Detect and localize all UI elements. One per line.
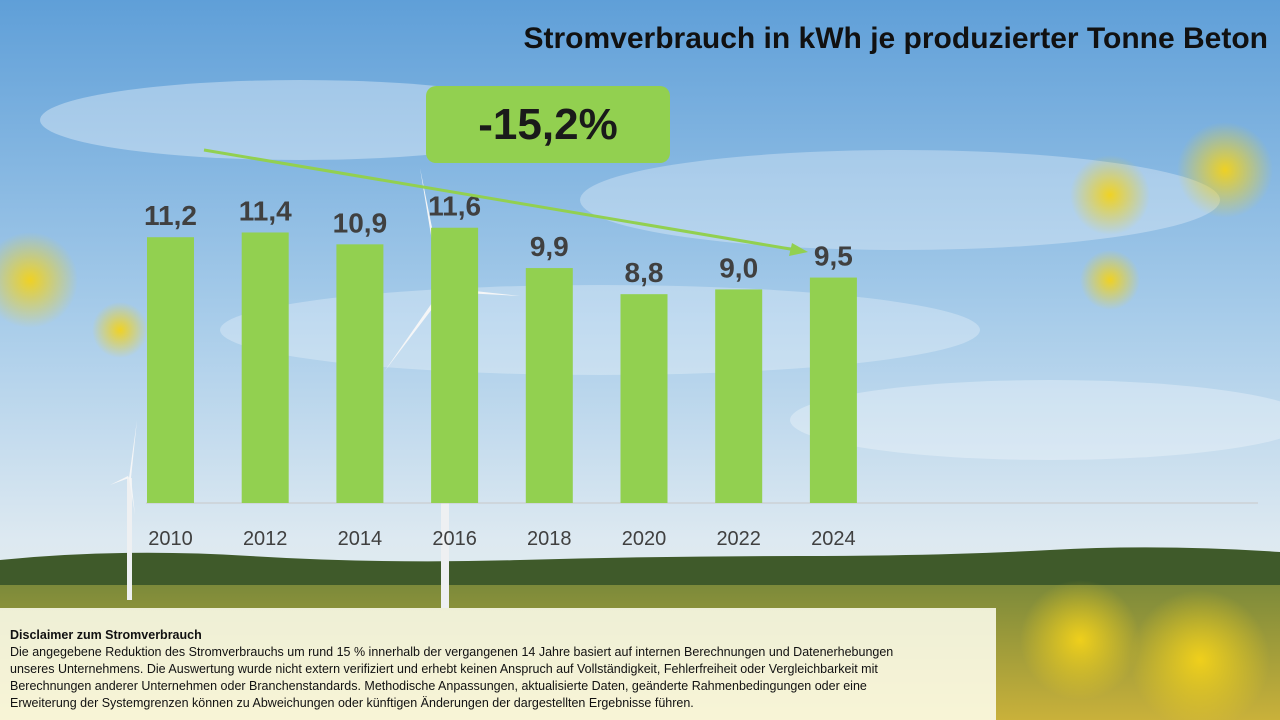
data-label-2022: 9,0 [719, 252, 758, 283]
x-tick-label-2022: 2022 [716, 528, 761, 550]
x-tick-label-2014: 2014 [338, 528, 383, 550]
disclaimer-line: unseres Unternehmens. Die Auswertung wur… [10, 662, 878, 676]
disclaimer-heading: Disclaimer zum Stromverbrauch [10, 628, 202, 642]
data-label-2020: 8,8 [625, 257, 664, 288]
data-label-2024: 9,5 [814, 241, 853, 272]
bar-2022 [715, 289, 763, 503]
bar-2024 [809, 277, 857, 503]
x-tick-label-2018: 2018 [527, 528, 572, 550]
trend-arrow [203, 148, 808, 256]
disclaimer-line: Berechnungen anderer Unternehmen oder Br… [10, 679, 867, 693]
data-label-2012: 11,4 [239, 195, 292, 226]
x-tick-label-2012: 2012 [243, 528, 288, 550]
bar-2020 [620, 294, 668, 503]
disclaimer-line: Erweiterung der Systemgrenzen können zu … [10, 696, 694, 710]
chart-title: Stromverbrauch in kWh je produzierter To… [523, 22, 1268, 55]
bar-2012 [241, 232, 289, 503]
wind-turbine-small [110, 420, 137, 600]
disclaimer-line: Die angegebene Reduktion des Stromverbra… [10, 645, 894, 659]
bar-2010 [147, 237, 194, 503]
x-tick-label-2020: 2020 [622, 528, 667, 550]
x-tick-label-2016: 2016 [432, 528, 477, 550]
data-label-2010: 11,2 [144, 200, 197, 231]
bar-2014 [336, 244, 384, 504]
reduction-badge: -15,2% [426, 86, 670, 163]
disclaimer-box: Disclaimer zum Stromverbrauch Die angege… [0, 608, 996, 720]
x-tick-label-2024: 2024 [811, 528, 856, 550]
data-label-2018: 9,9 [530, 231, 569, 262]
bar-2018 [525, 268, 573, 503]
x-tick-label-2010: 2010 [148, 528, 193, 550]
bar-2016 [431, 227, 479, 503]
data-label-2014: 10,9 [333, 207, 388, 238]
